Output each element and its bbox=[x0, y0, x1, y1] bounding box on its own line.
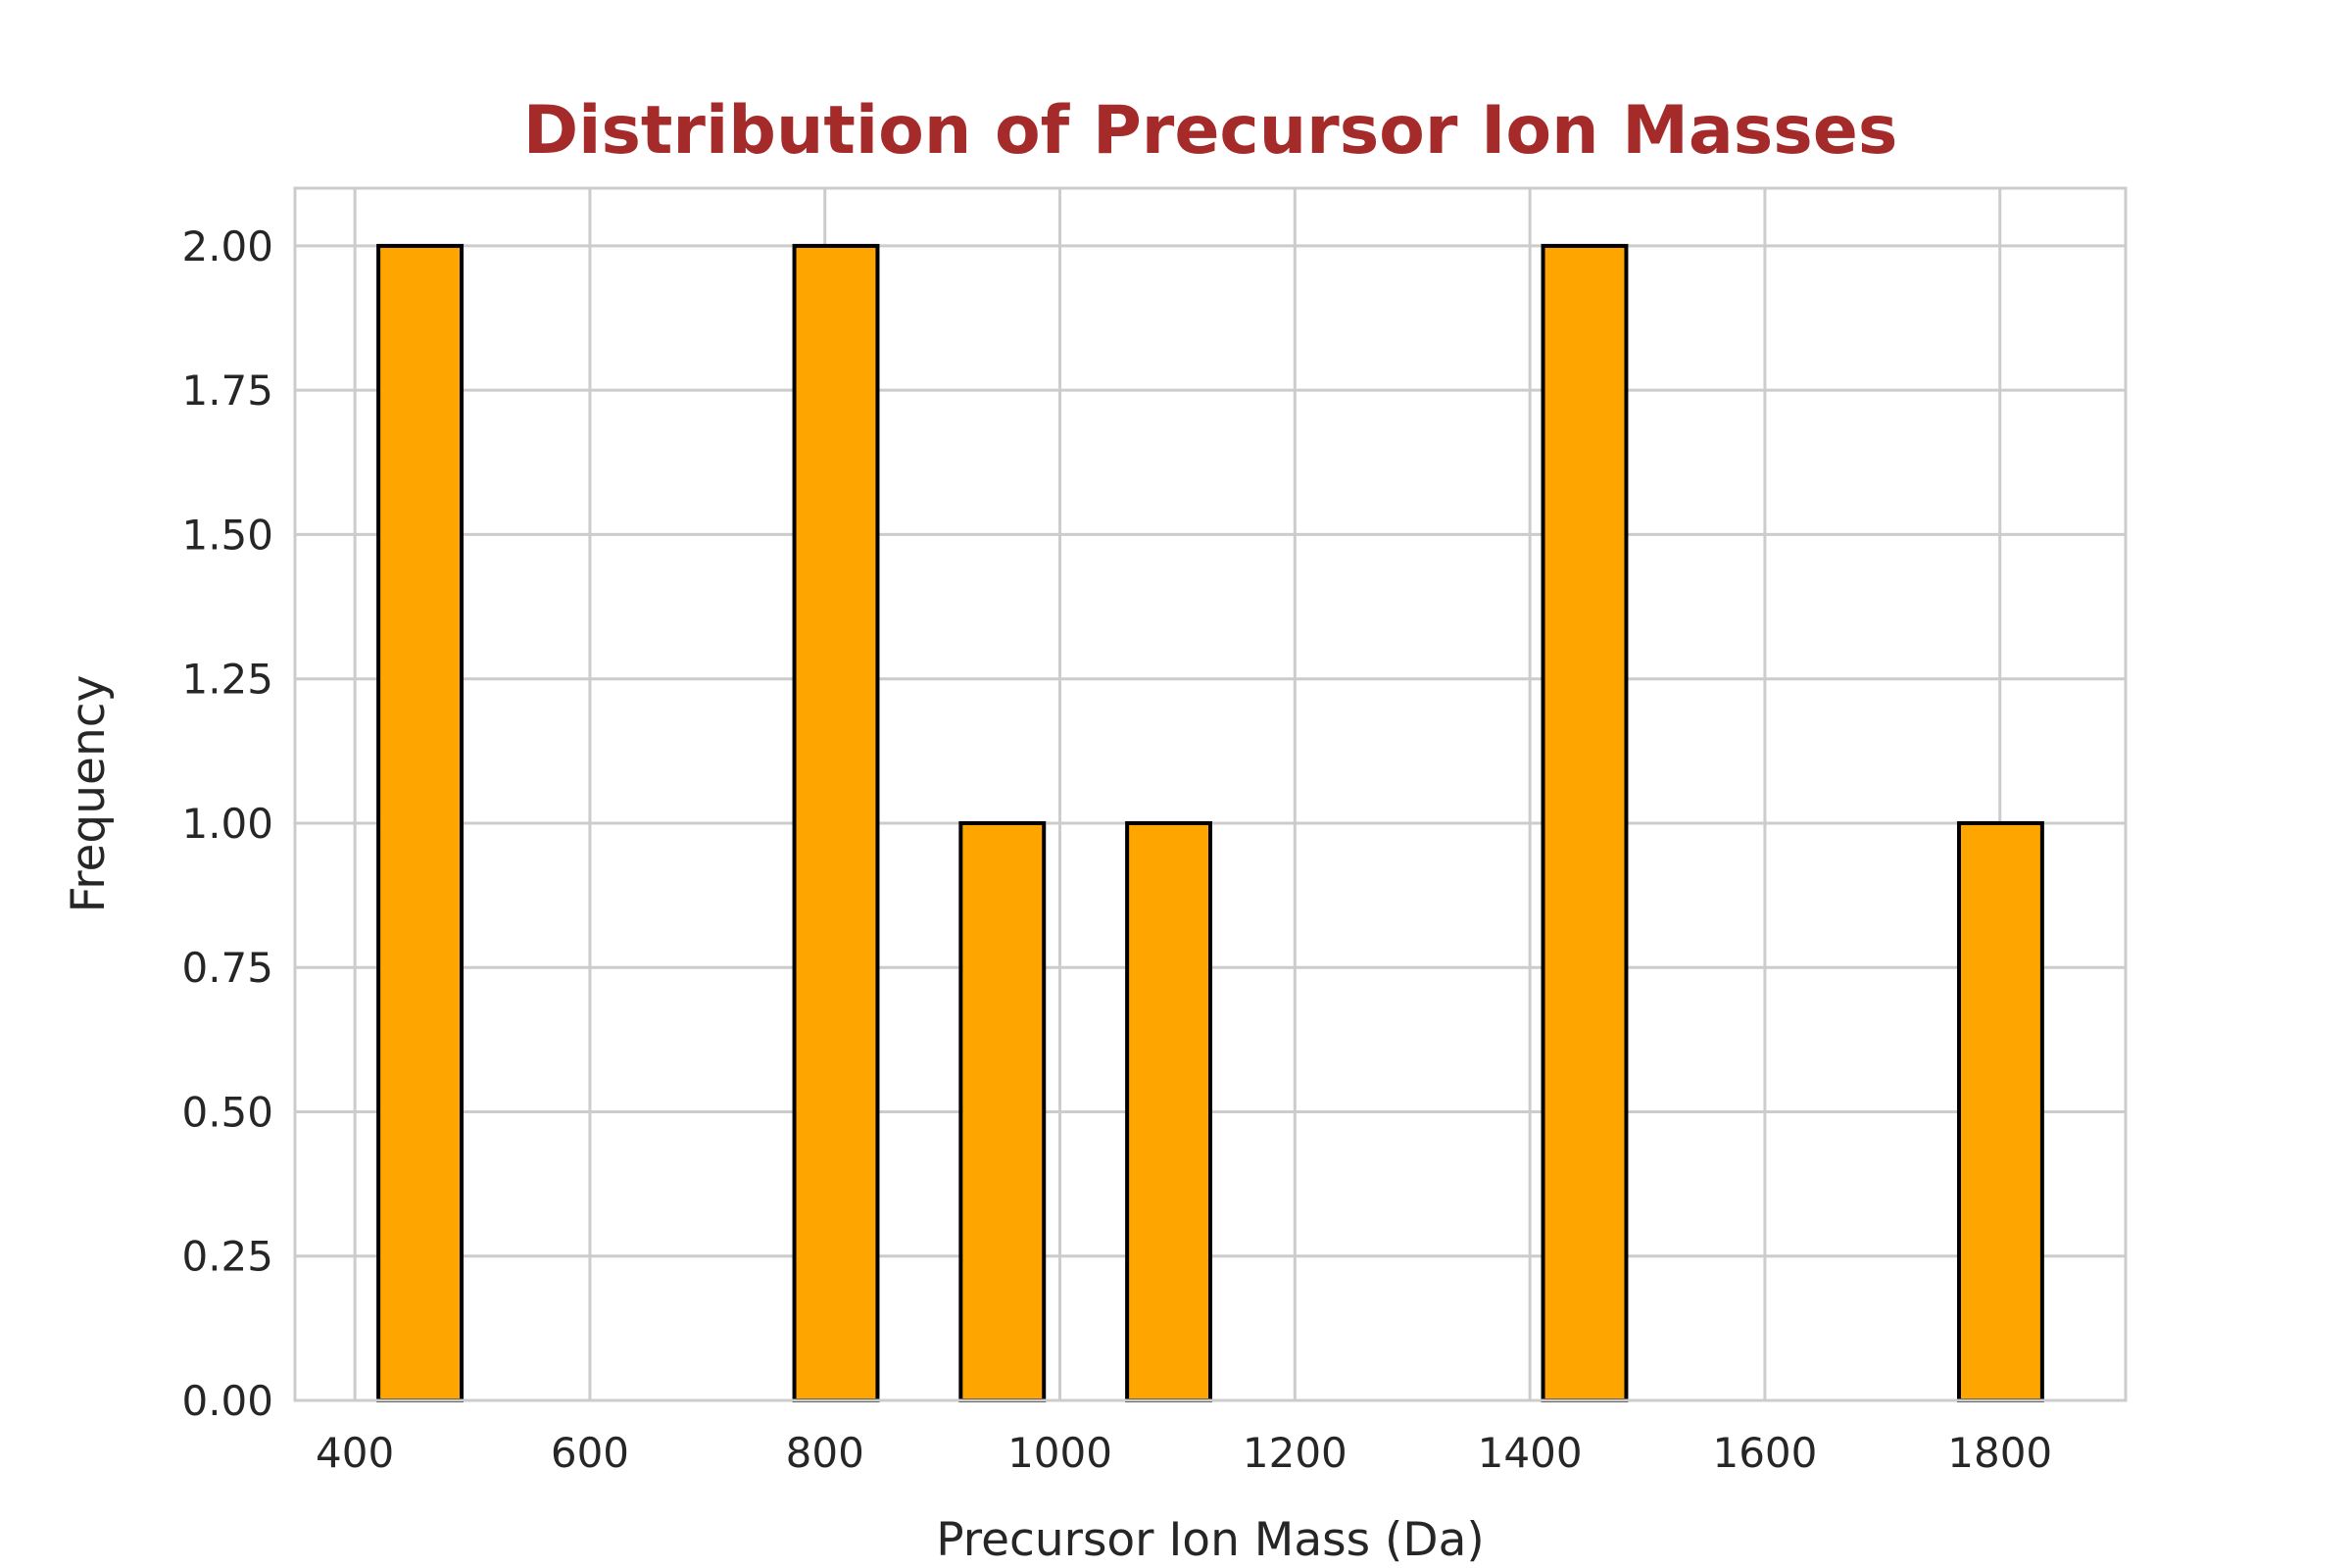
histogram-bar bbox=[1541, 243, 1629, 1402]
histogram-bar bbox=[792, 243, 880, 1402]
x-tick-label: 600 bbox=[551, 1429, 629, 1477]
y-tick-label: 0.25 bbox=[181, 1233, 273, 1281]
histogram-bar bbox=[1956, 820, 2044, 1402]
histogram-bar bbox=[376, 243, 465, 1402]
x-tick-label: 800 bbox=[786, 1429, 864, 1477]
histogram-bar bbox=[958, 820, 1047, 1402]
y-tick-label: 0.50 bbox=[181, 1088, 273, 1136]
chart-title: Distribution of Precursor Ion Masses bbox=[523, 92, 1898, 170]
x-tick-labels: 400 600 800 1000 1200 1400 1600 1800 bbox=[316, 1429, 2052, 1477]
x-tick-label: 400 bbox=[316, 1429, 394, 1477]
bars bbox=[376, 243, 2044, 1402]
x-tick-label: 1800 bbox=[1947, 1429, 2052, 1477]
y-tick-label: 1.75 bbox=[181, 367, 273, 415]
y-tick-label: 1.25 bbox=[181, 656, 273, 704]
x-axis-label: Precursor Ion Mass (Da) bbox=[936, 1513, 1484, 1567]
y-tick-label: 0.00 bbox=[181, 1377, 273, 1425]
x-tick-label: 1000 bbox=[1007, 1429, 1112, 1477]
y-tick-label: 1.50 bbox=[181, 511, 273, 559]
x-tick-label: 1200 bbox=[1243, 1429, 1348, 1477]
y-axis-label: Frequency bbox=[62, 675, 116, 913]
y-tick-labels: 0.00 0.25 0.50 0.75 1.00 1.25 1.50 1.75 2.00 bbox=[181, 222, 273, 1425]
histogram-bar bbox=[1125, 820, 1212, 1402]
axes-frame bbox=[293, 186, 2128, 1402]
y-tick-label: 1.00 bbox=[181, 800, 273, 848]
x-tick-label: 1600 bbox=[1712, 1429, 1817, 1477]
y-tick-label: 2.00 bbox=[181, 222, 273, 270]
x-tick-label: 1400 bbox=[1478, 1429, 1583, 1477]
y-tick-label: 0.75 bbox=[181, 944, 273, 992]
